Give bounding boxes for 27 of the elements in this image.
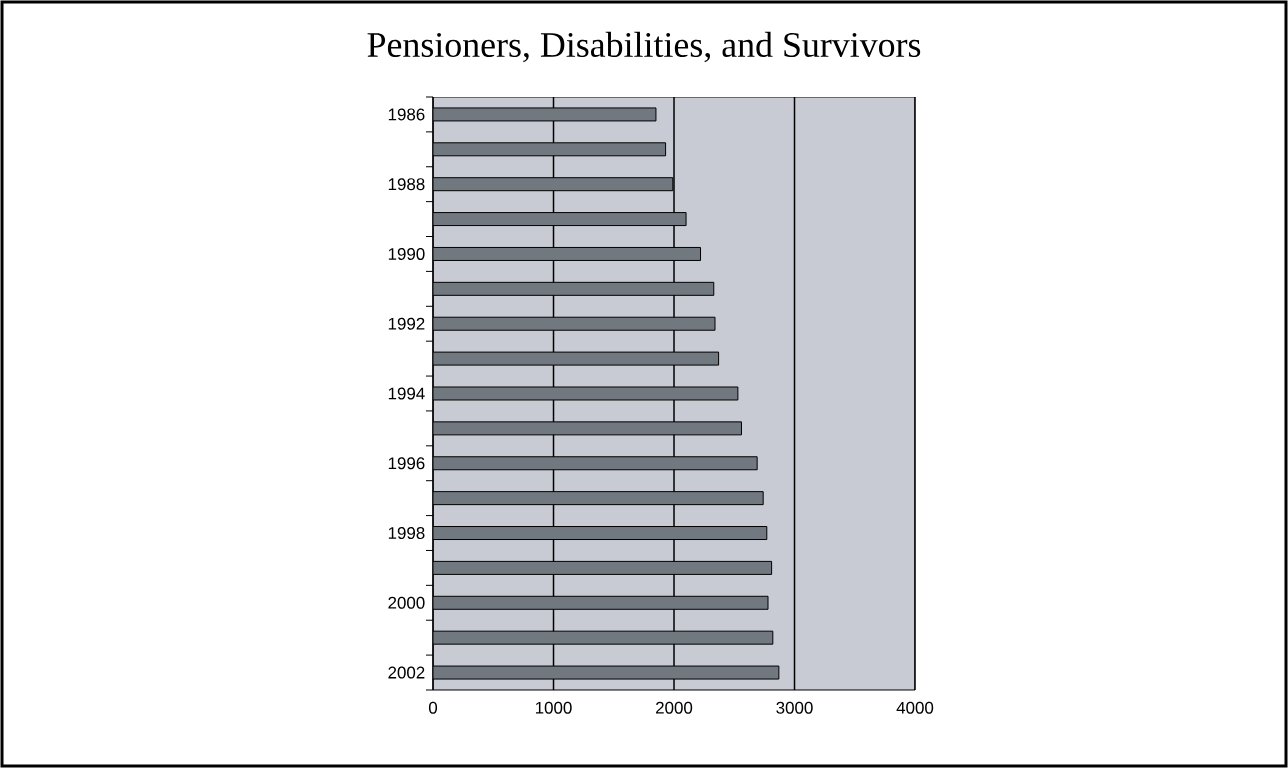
y-tick-label: 1992: [388, 317, 425, 330]
y-tick-label: 1990: [388, 247, 425, 260]
bar: [433, 281, 715, 296]
bar: [433, 595, 769, 610]
bar: [433, 212, 687, 227]
bar: [433, 142, 667, 157]
y-tick-label: 1998: [388, 527, 425, 540]
y-tick-label: 1988: [388, 178, 425, 191]
bar: [433, 630, 774, 645]
bar: [433, 491, 764, 506]
y-tick-label: 1996: [388, 457, 425, 470]
y-tick-label: 1986: [388, 108, 425, 121]
bar: [433, 246, 702, 261]
y-tick-label: 2000: [388, 596, 425, 609]
bar: [433, 560, 773, 575]
chart-title: Pensioners, Disabilities, and Survivors: [367, 31, 921, 63]
x-tick-label: 4000: [896, 701, 934, 714]
bar: [433, 526, 768, 541]
x-tick-label: 3000: [776, 701, 813, 714]
bar: [433, 177, 674, 192]
y-tick-label: 2002: [388, 666, 425, 679]
y-tick-label: 1994: [388, 387, 425, 400]
x-tick-label: 2000: [656, 701, 693, 714]
x-tick-label: 0: [428, 701, 438, 714]
x-tick-label: 1000: [535, 701, 572, 714]
bar: [433, 316, 716, 331]
bar: [433, 456, 758, 471]
